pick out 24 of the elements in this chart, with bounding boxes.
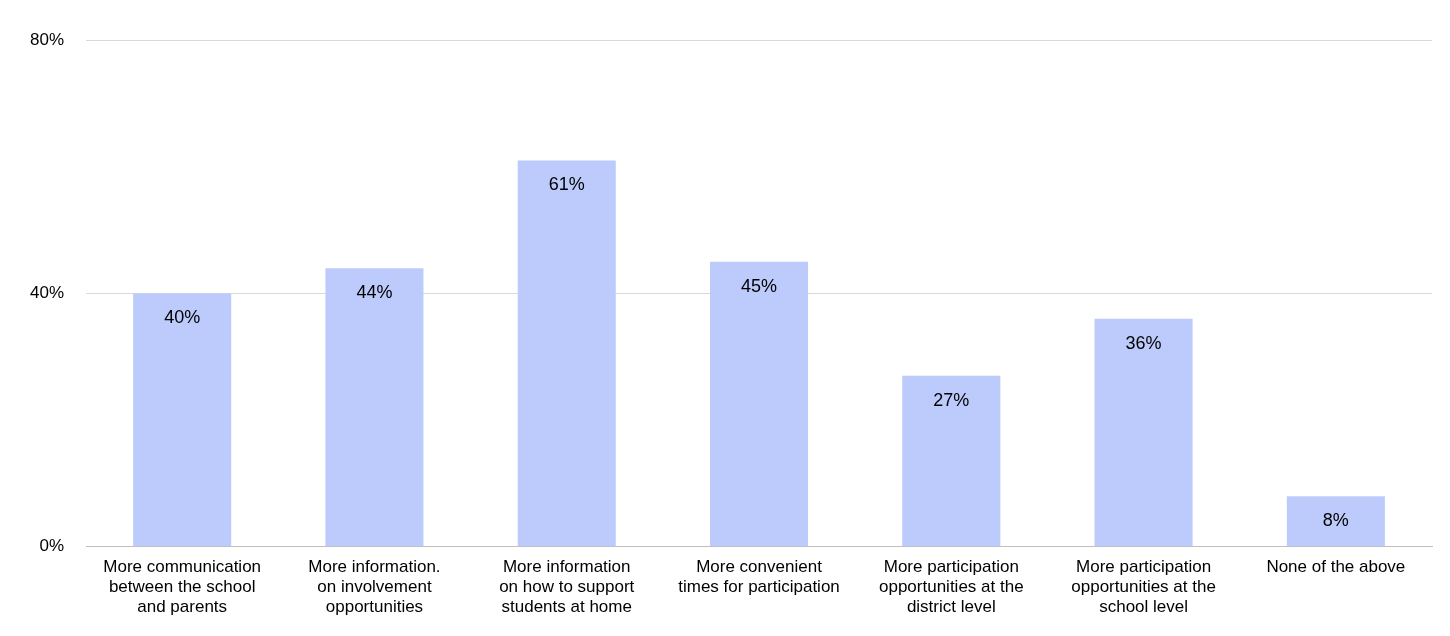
data-label: 40% (164, 307, 201, 328)
data-label: 61% (548, 174, 585, 195)
y-tick-label: 0% (39, 536, 65, 556)
x-tick-label: More information on how to support students at home (499, 556, 635, 617)
data-label: 36% (1125, 332, 1162, 353)
x-tick-label: More information. on involvement opportunities (308, 556, 441, 617)
x-tick-label: More convenient times for participation (678, 556, 840, 597)
bar (325, 268, 424, 547)
bar (517, 160, 616, 547)
bar (709, 261, 809, 547)
data-label: 27% (933, 389, 970, 410)
y-tick-label: 40% (29, 283, 65, 303)
x-tick-label: More participation opportunities at the school level (1071, 556, 1216, 617)
bar (1286, 496, 1385, 547)
y-tick-label: 80% (29, 29, 65, 49)
x-tick-label: More participation opportunities at the district level (878, 556, 1024, 617)
data-label: 45% (741, 275, 778, 296)
data-label: 44% (356, 282, 393, 303)
x-tick-label: None of the above (1266, 556, 1406, 576)
data-label: 8% (1322, 510, 1349, 531)
bar (902, 375, 1001, 547)
x-tick-label: More communication between the school and parents (103, 556, 262, 617)
bar (133, 293, 232, 547)
bar (1094, 318, 1193, 547)
